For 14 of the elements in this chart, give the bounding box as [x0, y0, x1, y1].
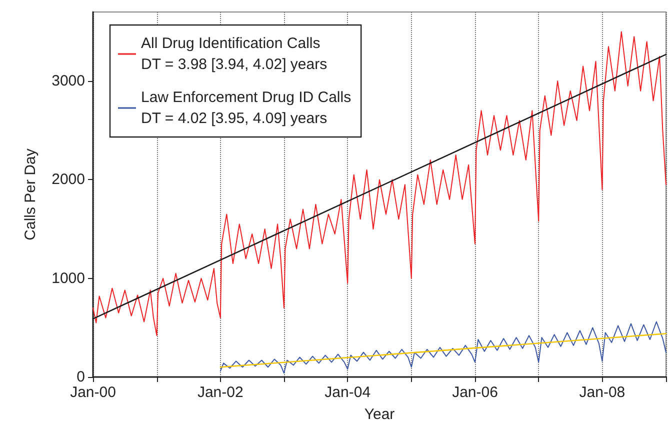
legend-label: All Drug Identification Calls DT = 3.98 [3.94, 4.02] years: [141, 35, 328, 73]
x-tick-label: Jan-06: [452, 384, 498, 401]
x-axis-title: Year: [364, 406, 395, 423]
y-tick-label: 1000: [52, 270, 85, 287]
x-tick-label: Jan-02: [197, 384, 244, 401]
y-tick-label: 3000: [52, 72, 85, 90]
x-tick-label: Jan-08: [579, 384, 626, 401]
x-tick-label: Jan-00: [70, 384, 116, 401]
y-tick-label: 2000: [52, 171, 85, 188]
legend-label: Law Enforcement Drug ID Calls DT = 4.02 [3.95, 4.09] years: [141, 89, 352, 127]
y-axis-title: Calls Per Day: [22, 148, 39, 240]
x-tick-label: Jan-04: [324, 384, 371, 401]
line-series: [220, 321, 666, 374]
y-tick-label: 0: [76, 368, 85, 386]
